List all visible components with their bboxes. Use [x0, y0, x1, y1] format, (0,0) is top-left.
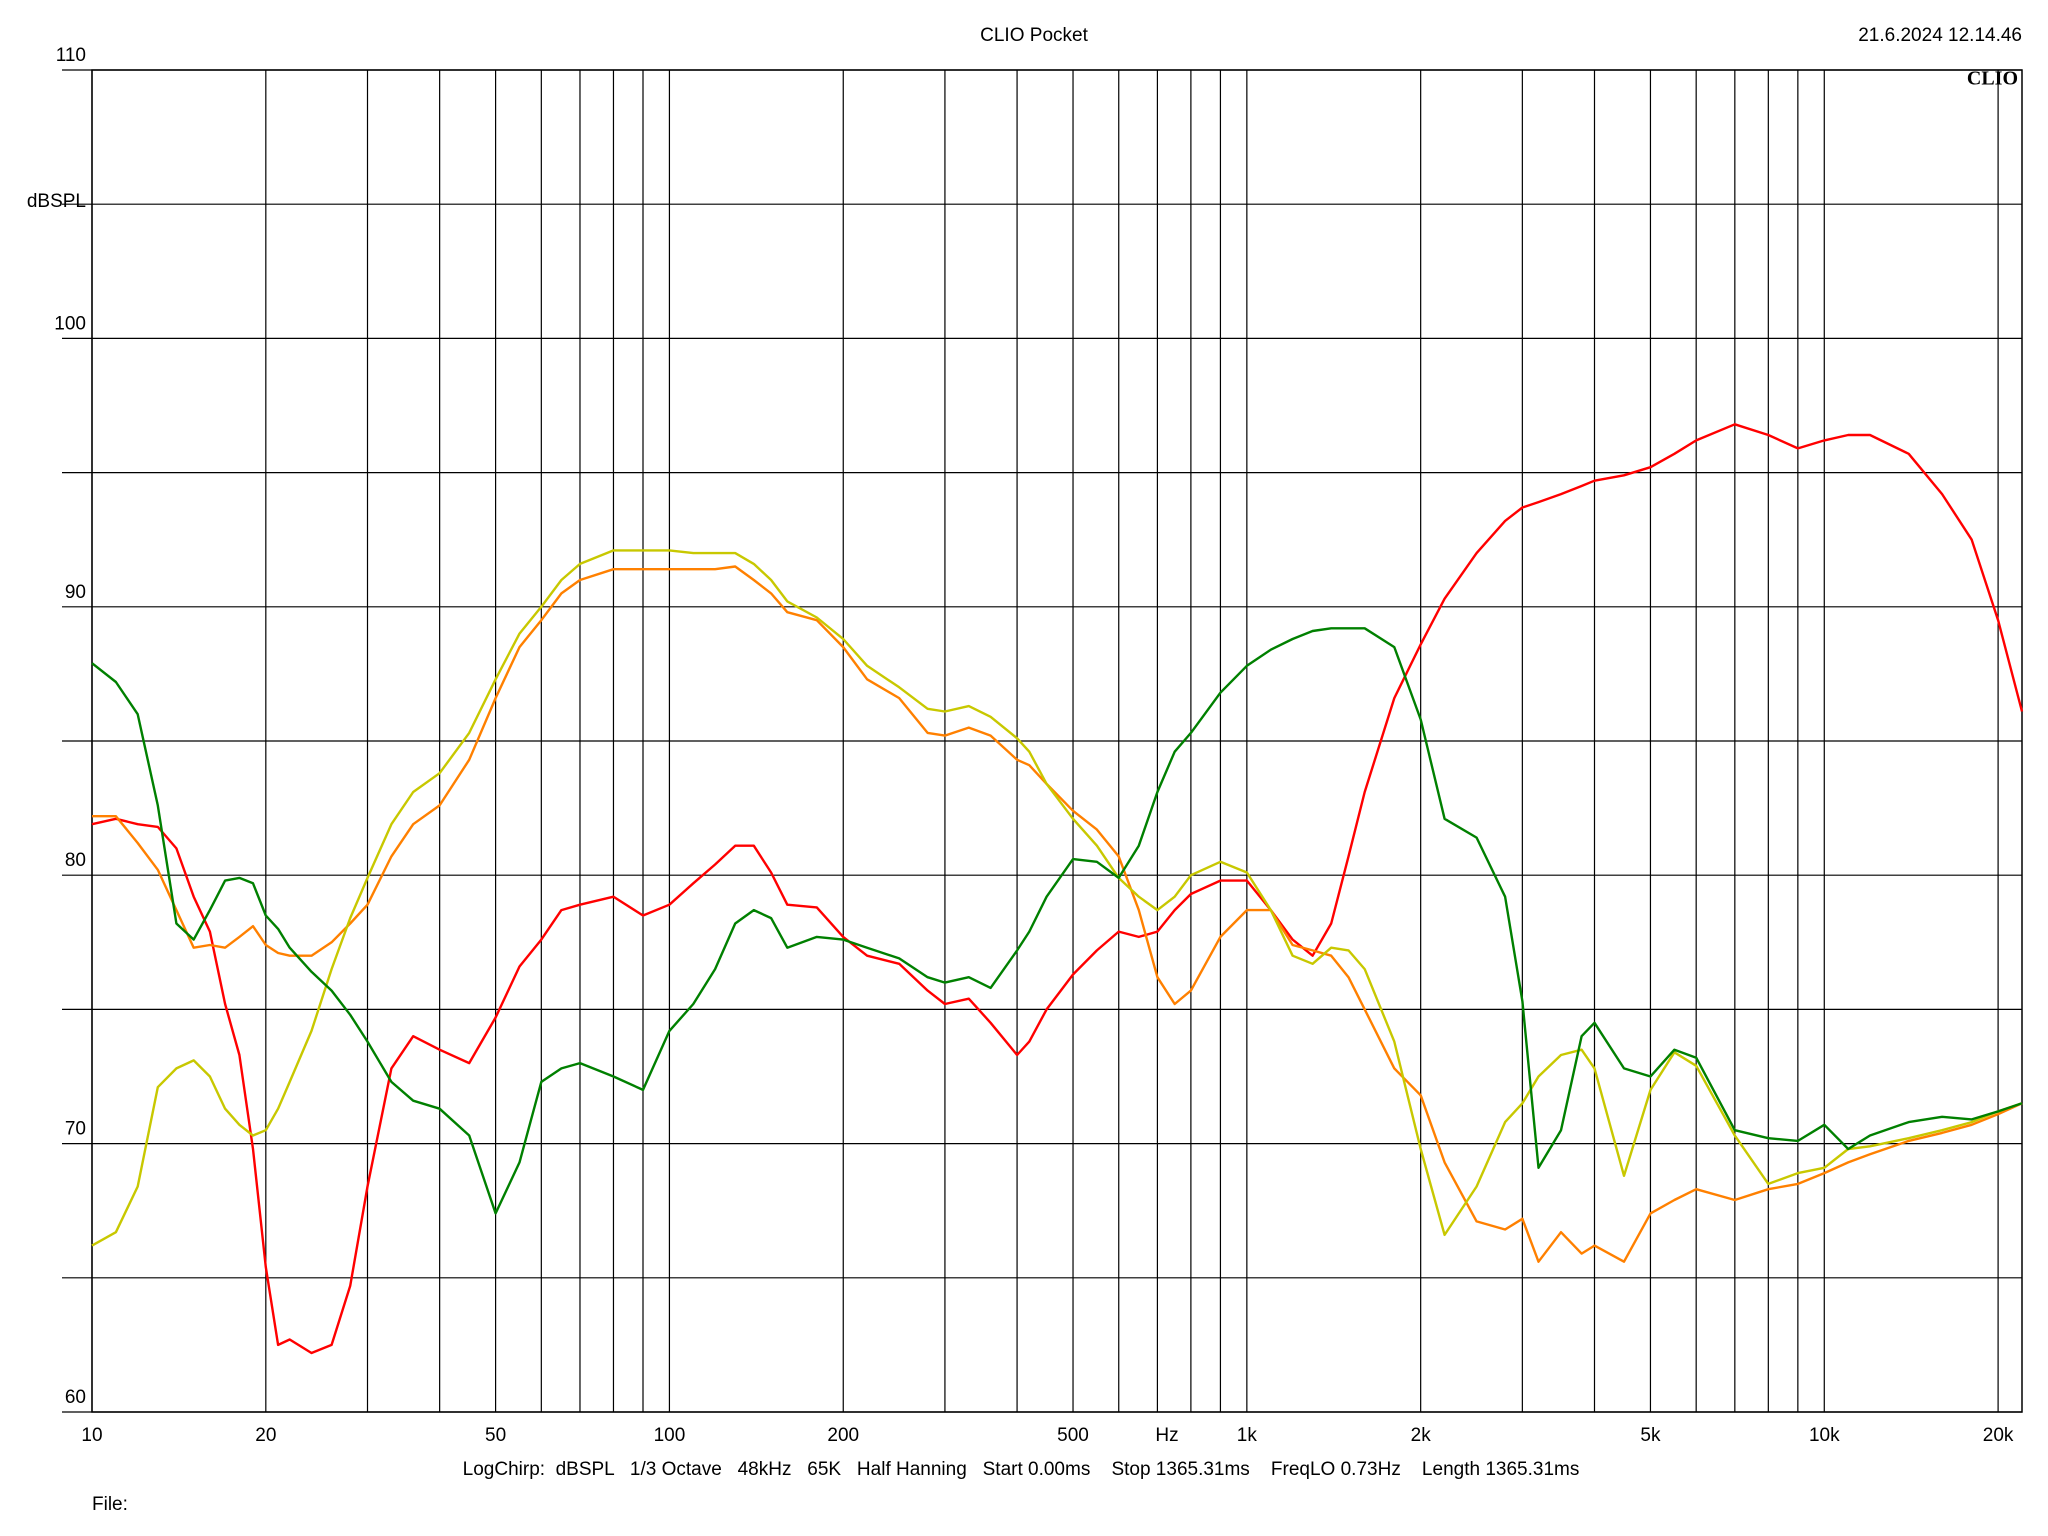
series-line — [92, 565, 2023, 1263]
x-tick-label: 10k — [1809, 1425, 1840, 1446]
y-tick-label: 80 — [65, 850, 86, 871]
x-tick-label: 50 — [485, 1425, 506, 1446]
y-axis-label: dBSPL — [27, 191, 86, 212]
x-tick-label: 5k — [1640, 1425, 1661, 1446]
y-tick-label: 100 — [54, 313, 86, 334]
series-line — [91, 423, 2024, 1355]
y-tick-label: 70 — [65, 1119, 86, 1140]
x-tick-label: 20k — [1983, 1425, 2014, 1446]
x-tick-label: 500 — [1057, 1425, 1089, 1446]
x-axis-label: Hz — [1155, 1425, 1178, 1446]
series-line — [91, 549, 2023, 1247]
y-tick-label: 90 — [65, 582, 86, 603]
x-tick-label: 10 — [81, 1425, 102, 1446]
chart-title: CLIO Pocket — [980, 25, 1088, 46]
timestamp: 21.6.2024 12.14.46 — [1858, 25, 2022, 46]
x-tick-label: 200 — [827, 1425, 859, 1446]
y-tick-label: 60 — [65, 1387, 86, 1408]
logo: CLIO — [1967, 68, 2018, 90]
y-tick-label: 110 — [56, 45, 86, 66]
x-tick-label: 2k — [1411, 1425, 1432, 1446]
series-line — [91, 627, 2023, 1215]
file-label: File: — [92, 1494, 128, 1515]
footer: LogChirp: dBSPL 1/3 Octave 48kHz 65K Hal… — [463, 1459, 1580, 1480]
x-tick-label: 20 — [255, 1425, 276, 1446]
x-tick-label: 100 — [654, 1425, 686, 1446]
plot-frame — [91, 69, 2023, 1413]
x-tick-label: 1k — [1237, 1425, 1258, 1446]
